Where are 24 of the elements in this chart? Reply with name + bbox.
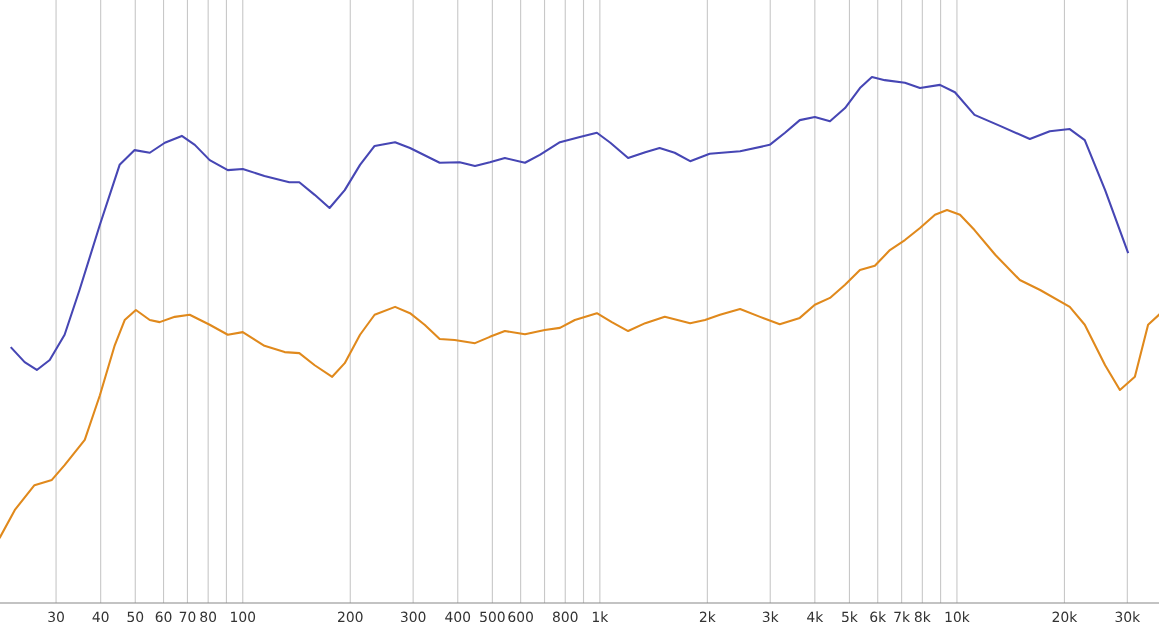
x-tick-label: 7k — [894, 611, 911, 622]
x-tick-label: 10k — [945, 611, 970, 623]
x-tick-label: 500 — [480, 611, 505, 623]
x-tick-label: 8k — [914, 611, 931, 623]
x-tick-label: 50 — [127, 611, 144, 623]
x-tick-label: 30 — [48, 611, 64, 623]
x-tick-label: 800 — [552, 611, 578, 623]
x-tick-label: 4k — [807, 611, 824, 622]
x-tick-label: 1k — [592, 611, 609, 622]
x-tick-label: 70 — [179, 611, 196, 623]
x-tick-label: 80 — [200, 611, 217, 623]
x-tick-label: 40 — [92, 611, 109, 623]
x-tick-label: 600 — [508, 611, 533, 623]
x-tick-label: 2k — [699, 611, 716, 622]
x-tick-label: 60 — [155, 611, 172, 623]
x-tick-label: 200 — [338, 611, 363, 623]
x-tick-label: 300 — [400, 611, 426, 623]
x-tick-label: 5k — [842, 611, 858, 623]
x-tick-label: 30k — [1115, 611, 1141, 623]
x-tick-label: 400 — [445, 611, 471, 623]
x-tick-label: 6k — [870, 611, 887, 623]
x-tick-label: 100 — [231, 611, 256, 623]
x-tick-label: 20k — [1052, 611, 1078, 623]
x-tick-label: 3k — [762, 611, 779, 623]
